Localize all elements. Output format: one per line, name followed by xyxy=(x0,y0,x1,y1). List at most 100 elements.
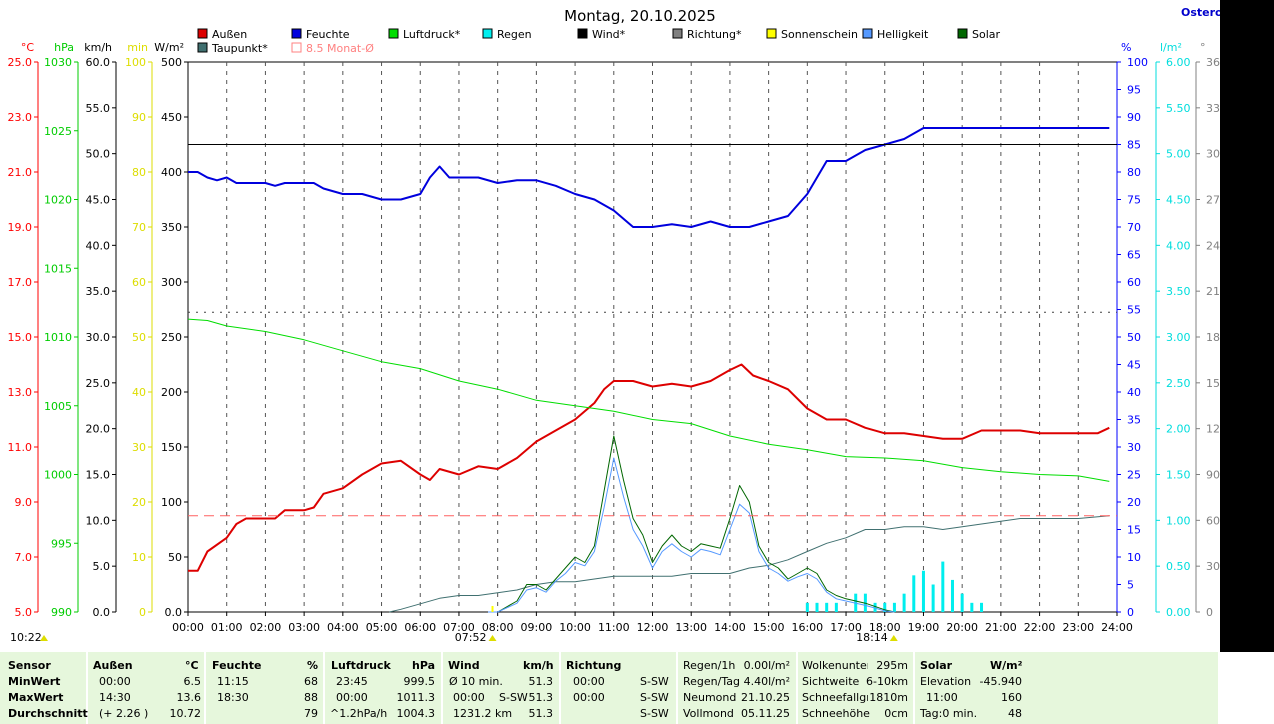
stats-extra-label: Sichtweite xyxy=(802,675,860,688)
stats-cell: 00:00 xyxy=(336,691,368,704)
humidity-tick-label: 10 xyxy=(1127,551,1141,564)
stats-luftdruck-header: Luftdruck xyxy=(331,659,391,672)
x-tick-label: 22:00 xyxy=(1024,621,1056,634)
current-time-label: 10:22 xyxy=(10,631,42,644)
rain-tick-label: 3.50 xyxy=(1166,285,1191,298)
x-tick-label: 06:00 xyxy=(404,621,436,634)
stats-extra-label: Schneefallgr. xyxy=(802,691,868,704)
stats-row-label: Durchschnitt xyxy=(8,707,88,720)
stats-row-label: MaxWert xyxy=(8,691,64,704)
wind-tick-label: 15.0 xyxy=(86,469,111,482)
humidity-tick-label: 55 xyxy=(1127,304,1141,317)
wind-tick-label: 35.0 xyxy=(86,285,111,298)
legend-label-3: Regen xyxy=(497,28,532,41)
humidity-tick-label: 35 xyxy=(1127,414,1141,427)
x-tick-label: 18:00 xyxy=(869,621,901,634)
x-tick-label: 14:00 xyxy=(714,621,746,634)
rain-bar xyxy=(980,602,984,612)
temp-axis-unit: °C xyxy=(21,41,35,54)
direction-tick-label: 30 xyxy=(1206,560,1220,573)
humidity-tick-label: 60 xyxy=(1127,276,1141,289)
solar-tick-label: 500 xyxy=(161,56,182,69)
stats-cell: 51.3 xyxy=(528,707,554,720)
stats-solar-header: Solar xyxy=(920,659,953,672)
minutes-tick-label: 0 xyxy=(139,606,146,619)
rain-tick-label: 2.00 xyxy=(1166,423,1191,436)
stats-solar-value: 48 xyxy=(1008,707,1022,720)
stats-cell: 13.6 xyxy=(176,691,202,704)
minutes-tick-label: 10 xyxy=(132,551,146,564)
wind-axis-unit: km/h xyxy=(84,41,112,54)
wind-tick-label: 45.0 xyxy=(86,194,111,207)
wind-tick-label: 60.0 xyxy=(86,56,111,69)
legend-swatch-9 xyxy=(197,42,208,53)
pressure-tick-label: 995 xyxy=(51,537,72,550)
rain-tick-label: 0.00 xyxy=(1166,606,1191,619)
series-feuchte xyxy=(188,127,1110,228)
x-tick-label: 17:00 xyxy=(830,621,862,634)
stats-cell: 51.3 xyxy=(528,675,554,688)
x-tick-label: 21:00 xyxy=(985,621,1017,634)
stats-cell: 79 xyxy=(304,707,318,720)
x-tick-label: 02:00 xyxy=(250,621,282,634)
solar-tick-label: 350 xyxy=(161,221,182,234)
temp-tick-label: 19.0 xyxy=(8,221,33,234)
stats-richtung-header: Richtung xyxy=(566,659,622,672)
humidity-tick-label: 65 xyxy=(1127,249,1141,262)
minutes-tick-label: 80 xyxy=(132,166,146,179)
series-au-en xyxy=(188,363,1110,572)
stats-cell: 10.72 xyxy=(169,707,202,720)
wind-tick-label: 10.0 xyxy=(86,514,111,527)
legend-label-10: 8.5 Monat-Ø xyxy=(306,42,374,55)
stats-extra-label: Neumond xyxy=(683,691,737,704)
temp-tick-label: 11.0 xyxy=(8,441,33,454)
humidity-tick-label: 100 xyxy=(1127,56,1148,69)
humidity-tick-label: 30 xyxy=(1127,441,1141,454)
series-luftdruck- xyxy=(187,318,1110,482)
stats-cell: 00:00 xyxy=(99,675,131,688)
rain-tick-label: 5.50 xyxy=(1166,102,1191,115)
legend-swatch-8 xyxy=(957,28,968,39)
stats-cell: 1231.2 km xyxy=(453,707,513,720)
temp-tick-label: 5.0 xyxy=(15,606,33,619)
solar-tick-label: 150 xyxy=(161,441,182,454)
stats-extra-value: 1810m xyxy=(869,691,908,704)
temp-tick-label: 7.0 xyxy=(15,551,33,564)
rain-bar xyxy=(892,602,896,612)
stats-extra-label: Wolkenuntergr. xyxy=(802,659,868,672)
direction-tick-label: 0 xyxy=(1206,606,1213,619)
stats-solar-unit: W/m² xyxy=(990,659,1023,672)
site-name: Osterod xyxy=(1181,6,1230,19)
minutes-tick-label: 30 xyxy=(132,441,146,454)
legend: Außen Feuchte Luftdruck* Regen Wind* Richtung… xyxy=(197,28,1001,55)
rain-tick-label: 2.50 xyxy=(1166,377,1191,390)
stats-cell: 14:30 xyxy=(99,691,131,704)
sunset-label: 18:14 xyxy=(856,631,888,644)
stats-extra-value: 0cm xyxy=(884,707,908,720)
temp-tick-label: 15.0 xyxy=(8,331,33,344)
axes: 00:00 01:00 02:00 03:00 04:00 05:00 06:00 07:00… xyxy=(8,41,1228,644)
stats-cell: 00:00 xyxy=(573,675,605,688)
temp-tick-label: 9.0 xyxy=(15,496,33,509)
humidity-tick-label: 40 xyxy=(1127,386,1141,399)
rain-bar xyxy=(805,602,809,612)
rain-bar xyxy=(834,602,838,612)
stats-extra-value: 05.11.25 xyxy=(741,707,790,720)
stats-wind-header: Wind xyxy=(448,659,480,672)
pressure-tick-label: 1005 xyxy=(44,400,72,413)
stats-row-label: MinWert xyxy=(8,675,61,688)
legend-swatch-2 xyxy=(388,28,399,39)
humidity-axis-unit: % xyxy=(1121,41,1131,54)
legend-label-7: Helligkeit xyxy=(877,28,929,41)
legend-swatch-3 xyxy=(482,28,493,39)
stats-cell: S-SW xyxy=(640,707,669,720)
chart-title: Montag, 20.10.2025 xyxy=(564,7,716,25)
series-taupunkt- xyxy=(389,515,1110,613)
legend-label-9: Taupunkt* xyxy=(211,42,268,55)
rain-tick-label: 5.00 xyxy=(1166,148,1191,161)
x-tick-label: 05:00 xyxy=(366,621,398,634)
x-tick-label: 13:00 xyxy=(675,621,707,634)
legend-label-2: Luftdruck* xyxy=(403,28,461,41)
wind-tick-label: 5.0 xyxy=(93,560,111,573)
humidity-tick-label: 90 xyxy=(1127,111,1141,124)
